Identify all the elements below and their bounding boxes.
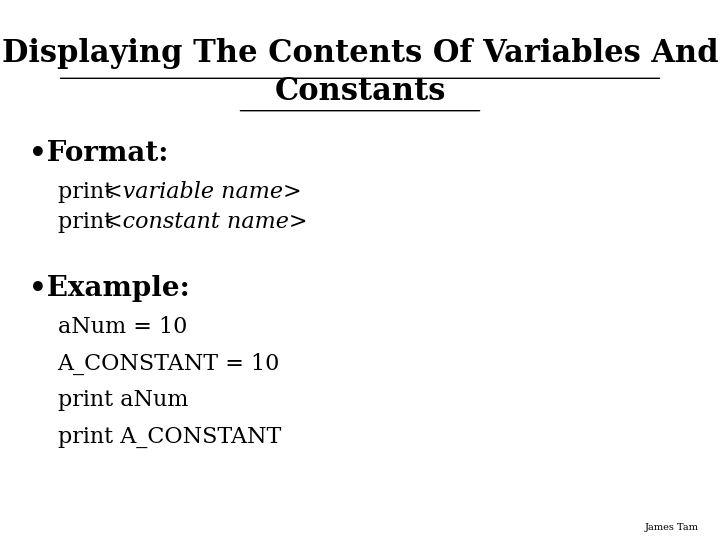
Text: print: print bbox=[58, 181, 120, 203]
Text: Displaying The Contents Of Variables And
Constants: Displaying The Contents Of Variables And… bbox=[1, 38, 719, 107]
Text: print A_CONSTANT: print A_CONSTANT bbox=[58, 426, 281, 448]
Text: •Example:: •Example: bbox=[29, 275, 189, 302]
Text: A_CONSTANT = 10: A_CONSTANT = 10 bbox=[58, 353, 280, 375]
Text: <variable name>: <variable name> bbox=[104, 181, 302, 203]
Text: James Tam: James Tam bbox=[644, 523, 698, 532]
Text: print aNum: print aNum bbox=[58, 389, 188, 411]
Text: <constant name>: <constant name> bbox=[104, 211, 308, 233]
Text: •Format:: •Format: bbox=[29, 140, 168, 167]
Text: print: print bbox=[58, 211, 120, 233]
Text: aNum = 10: aNum = 10 bbox=[58, 316, 187, 338]
